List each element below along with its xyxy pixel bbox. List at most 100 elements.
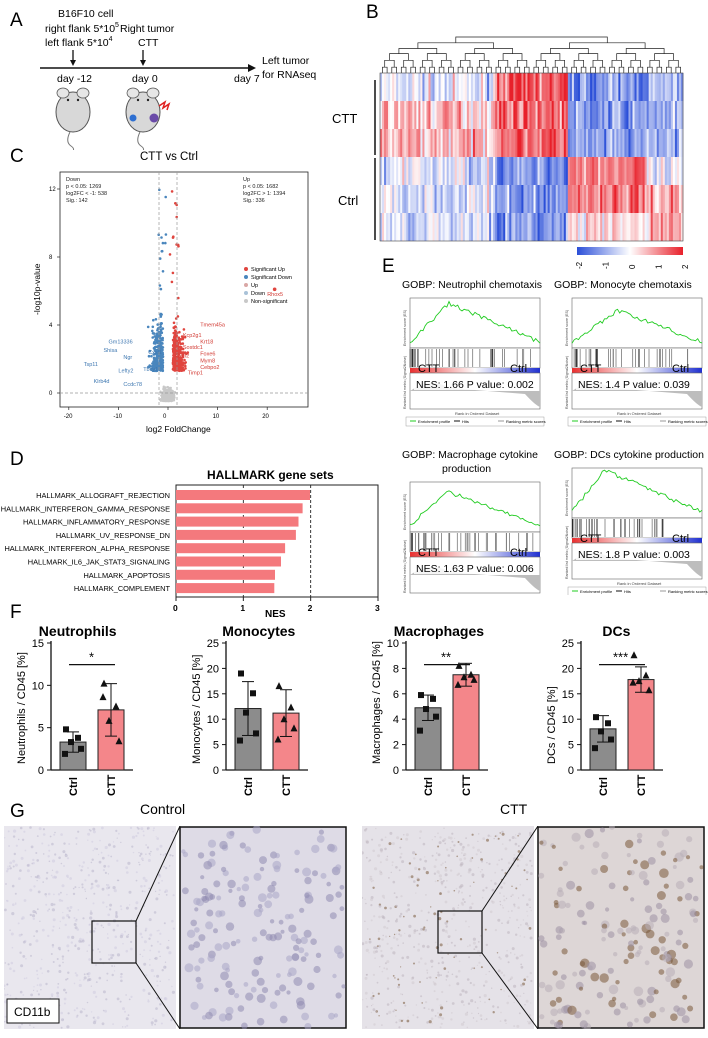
tissue-cell bbox=[368, 860, 370, 863]
volcano-point-down bbox=[161, 368, 164, 372]
tissue-cell bbox=[405, 837, 409, 841]
bar-chart-ylabel: Neutrophils / CD45 [%] bbox=[16, 652, 28, 764]
tissue-cell bbox=[380, 871, 382, 873]
tissue-cell bbox=[159, 955, 161, 958]
heatmap-border bbox=[379, 72, 684, 242]
tissue-cell bbox=[149, 854, 151, 856]
heatmap-cell bbox=[468, 101, 472, 129]
tissue-cell bbox=[267, 884, 276, 893]
tissue-cell bbox=[511, 893, 514, 896]
tissue-cell bbox=[433, 865, 437, 868]
up-summary-2: log2FC > 1: 1394 bbox=[243, 191, 285, 197]
tissue-cell bbox=[445, 925, 448, 928]
heatmap-cell bbox=[555, 73, 559, 101]
heatmap-cell bbox=[652, 129, 656, 157]
heatmap-cell bbox=[666, 73, 670, 101]
tissue-cell bbox=[658, 936, 666, 944]
tissue-cell bbox=[615, 980, 620, 985]
tissue-cell bbox=[141, 890, 144, 893]
heatmap-cell bbox=[553, 129, 557, 157]
heatmap-cell bbox=[462, 157, 466, 185]
tissue-cell bbox=[391, 861, 394, 864]
heatmap-cell bbox=[668, 129, 672, 157]
tissue-cell bbox=[118, 832, 120, 835]
tissue-cell bbox=[159, 943, 162, 946]
down-summary-0: Down bbox=[66, 177, 80, 183]
heatmap-cell bbox=[412, 213, 415, 241]
heatmap-cell bbox=[616, 73, 619, 101]
tissue-cell bbox=[61, 884, 65, 888]
heatmap-cell bbox=[541, 213, 545, 241]
tissue-cell bbox=[205, 1011, 213, 1020]
panel-label-f: F bbox=[10, 602, 22, 623]
data-point bbox=[454, 680, 462, 688]
tissue-cell bbox=[234, 993, 240, 999]
heatmap-cell bbox=[539, 129, 542, 157]
tissue-cell bbox=[380, 954, 384, 958]
heatmap-cell bbox=[380, 185, 383, 213]
tissue-cell bbox=[644, 960, 650, 966]
tissue-cell bbox=[74, 886, 77, 889]
tissue-cell bbox=[148, 887, 151, 890]
tissue-cell bbox=[143, 884, 146, 888]
heatmap-cell bbox=[460, 101, 464, 129]
heatmap-cell bbox=[513, 213, 516, 241]
tissue-cell bbox=[364, 898, 366, 900]
heatmap-cell bbox=[584, 185, 587, 213]
tissue-cell bbox=[400, 1019, 404, 1023]
tissue-cell bbox=[574, 1011, 582, 1019]
tissue-cell bbox=[467, 945, 469, 948]
heatmap-cell bbox=[638, 213, 641, 241]
heatmap-cell bbox=[511, 213, 514, 241]
volcano-point-up bbox=[179, 345, 182, 349]
heatmap-cell bbox=[392, 73, 395, 101]
data-point bbox=[417, 727, 423, 734]
tissue-cell bbox=[73, 917, 76, 919]
heatmap-cell bbox=[507, 73, 510, 101]
heatmap-cell bbox=[612, 73, 615, 101]
tissue-cell bbox=[636, 949, 642, 955]
tissue-cell bbox=[520, 963, 523, 966]
tissue-cell bbox=[5, 883, 7, 885]
heatmap-cell bbox=[380, 101, 383, 129]
heatmap-cell bbox=[652, 73, 656, 101]
heatmap-cell bbox=[561, 185, 565, 213]
gsea-enrichment-curve bbox=[409, 300, 541, 344]
tissue-cell bbox=[406, 955, 410, 959]
heatmap-cell bbox=[404, 73, 407, 101]
heatmap-cell bbox=[608, 73, 611, 101]
tissue-cell bbox=[150, 1021, 154, 1025]
tissue-cell bbox=[51, 842, 54, 846]
heatmap-cell bbox=[428, 101, 431, 129]
tissue-cell bbox=[445, 879, 448, 882]
heatmap-cell bbox=[551, 213, 555, 241]
dendrogram-branch bbox=[599, 66, 606, 73]
tissue-cell bbox=[487, 834, 490, 837]
tissue-cell bbox=[497, 969, 501, 973]
tissue-cell bbox=[96, 922, 99, 926]
heatmap bbox=[379, 72, 684, 242]
tissue-cell bbox=[286, 990, 291, 995]
heatmap-cell bbox=[620, 157, 623, 185]
tissue-cell bbox=[18, 933, 22, 937]
tissue-cell bbox=[608, 999, 616, 1008]
panel-c: C CTT vs Ctrl Down p < 0.05: 1269 log2FC… bbox=[10, 146, 309, 434]
tissue-cell bbox=[30, 993, 33, 997]
tissue-cell bbox=[230, 940, 237, 947]
heatmap-cell bbox=[555, 157, 559, 185]
tissue-cell bbox=[221, 866, 227, 872]
heatmap-cell bbox=[396, 101, 399, 129]
tissue-cell bbox=[364, 920, 366, 922]
heatmap-cell bbox=[610, 73, 613, 101]
heatmap-cell bbox=[559, 73, 563, 101]
tissue-cell bbox=[66, 857, 70, 860]
tissue-cell bbox=[378, 1015, 380, 1017]
hallmark-category-label: HALLMARK_UV_RESPONSE_DN bbox=[56, 531, 170, 540]
heatmap-cell bbox=[509, 157, 512, 185]
heatmap-cell bbox=[648, 213, 652, 241]
panel-g-ctt-label: CTT bbox=[500, 801, 528, 817]
tissue-cell bbox=[111, 954, 115, 957]
tissue-cell bbox=[440, 1006, 444, 1010]
tissue-cell bbox=[92, 990, 96, 994]
tissue-cell bbox=[578, 986, 584, 991]
